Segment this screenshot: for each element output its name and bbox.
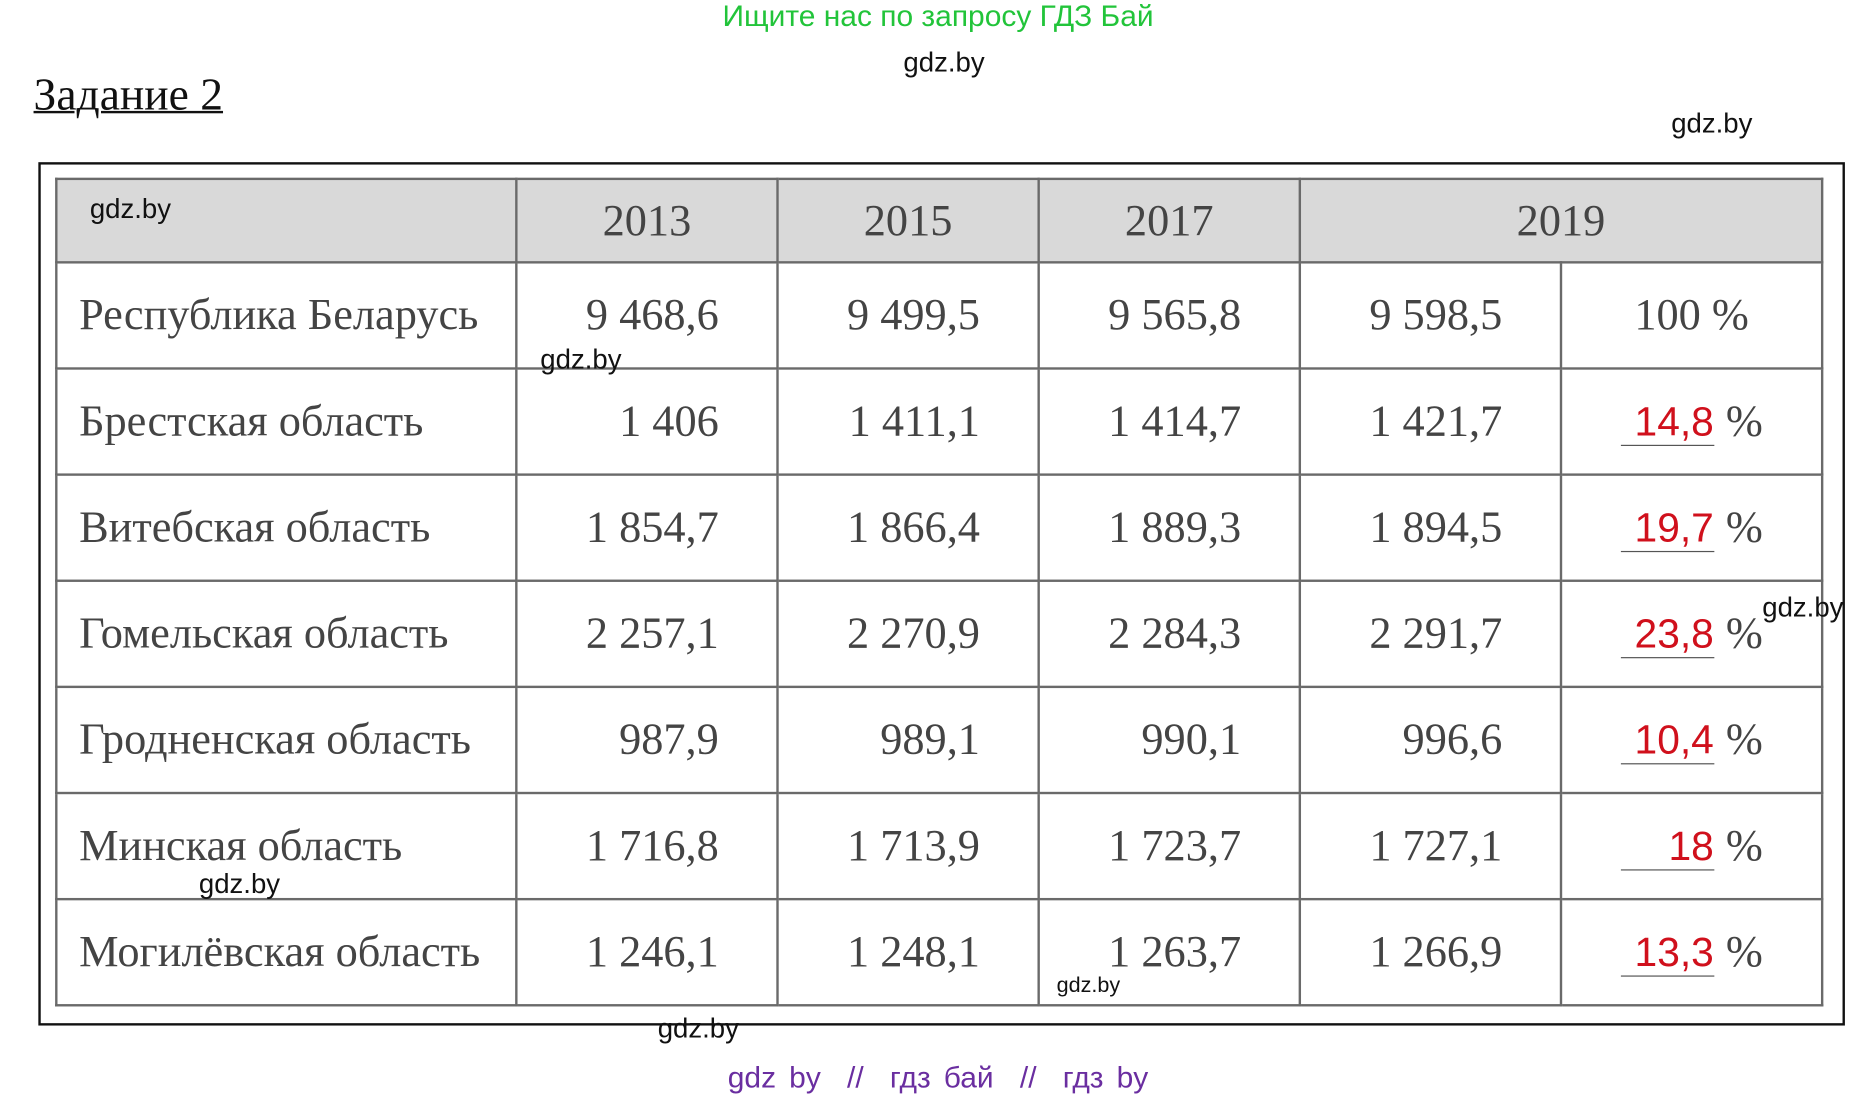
population-value: 1 854,7	[515, 473, 779, 582]
watermark: gdz.by	[540, 343, 622, 375]
population-value: 1 723,7	[1037, 791, 1302, 901]
share-answer: 19,7	[1620, 506, 1714, 553]
share-answer: 23,8	[1620, 612, 1714, 659]
population-value: 996,6	[1298, 685, 1563, 795]
population-value: 2 270,9	[776, 579, 1040, 689]
population-value: 989,1	[776, 685, 1040, 795]
population-value: 1 263,7	[1037, 897, 1302, 1007]
table-row: Гродненская область 987,9 989,1 990,1 996,6 1…	[55, 685, 1824, 795]
population-value: 1 866,4	[776, 473, 1040, 582]
watermark: gdz.by	[1671, 107, 1753, 139]
share-answer: 18	[1620, 824, 1714, 871]
site-label: gdz.by	[903, 46, 985, 78]
population-value: 1 716,8	[515, 791, 779, 901]
population-value: 1 411,1	[776, 367, 1040, 476]
population-value: 1 713,9	[776, 791, 1040, 901]
population-value: 2 284,3	[1037, 579, 1302, 689]
percent-sign: %	[1725, 609, 1763, 659]
watermark: gdz.by	[89, 193, 172, 225]
share-cell: 23,8%	[1559, 579, 1824, 689]
year-header: 2017	[1037, 177, 1302, 264]
share-cell: 10,4%	[1559, 685, 1824, 795]
table-row: Минская область 1 716,8 1 713,9 1 723,7 1 72…	[55, 791, 1824, 901]
watermark: gdz.by	[198, 868, 281, 900]
year-header: 2019	[1298, 177, 1824, 264]
search-hint: Ищите нас по запросу ГДЗ Бай	[722, 0, 1154, 34]
population-value: 1 266,9	[1298, 897, 1563, 1007]
year-header: 2013	[515, 177, 779, 264]
share-answer: 14,8	[1620, 399, 1714, 446]
region-name: Республика Беларусь	[55, 261, 518, 370]
share-cell: 13,3%	[1559, 897, 1824, 1007]
share-value: 100 %	[1634, 290, 1749, 340]
table-row: Гомельская область 2 257,1 2 270,9 2 284,3 2…	[55, 579, 1824, 689]
watermark: gdz.by	[1056, 973, 1121, 997]
region-name: Гомельская область	[55, 579, 518, 689]
table-row: Брестская область 1 406 1 411,1 1 414,7 1 42…	[55, 367, 1824, 476]
population-value: 1 248,1	[776, 897, 1040, 1007]
share-cell: 19,7%	[1559, 473, 1824, 582]
share-cell: 14,8%	[1559, 367, 1824, 476]
region-name: Минская область	[55, 791, 518, 901]
population-value: 9 598,5	[1298, 261, 1563, 370]
percent-sign: %	[1725, 821, 1763, 871]
population-value: 1 894,5	[1298, 473, 1563, 582]
footer: gdz by // гдз бай // гдз by	[727, 1061, 1149, 1095]
percent-sign: %	[1725, 715, 1763, 765]
region-name: Могилёвская область	[55, 897, 518, 1007]
percent-sign: %	[1725, 503, 1763, 553]
table-row: Могилёвская область 1 246,1 1 248,1 1 263,7…	[55, 897, 1824, 1007]
population-value: 1 421,7	[1298, 367, 1563, 476]
table-frame	[38, 162, 1845, 1026]
table-row: Республика Беларусь 9 468,6 9 499,5 9 565,8…	[55, 261, 1824, 370]
corner-cell	[55, 177, 518, 264]
share-answer: 13,3	[1620, 930, 1714, 977]
population-value: 9 499,5	[776, 261, 1040, 370]
population-value: 990,1	[1037, 685, 1302, 795]
population-value: 1 889,3	[1037, 473, 1302, 582]
population-table: 2013 2015 2017 2019 Республика Беларусь 9 468…	[55, 177, 1824, 1007]
population-value: 2 291,7	[1298, 579, 1563, 689]
population-value: 9 565,8	[1037, 261, 1302, 370]
percent-sign: %	[1725, 927, 1763, 977]
region-name: Брестская область	[55, 367, 518, 476]
population-value: 1 246,1	[515, 897, 779, 1007]
population-value: 987,9	[515, 685, 779, 795]
watermark: gdz.by	[1762, 591, 1844, 623]
share-answer: 10,4	[1620, 718, 1714, 765]
watermark: gdz.by	[657, 1012, 739, 1044]
task-title: Задание 2	[33, 70, 224, 121]
share-cell: 100 %	[1559, 261, 1824, 370]
population-value: 1 727,1	[1298, 791, 1563, 901]
region-name: Гродненская область	[55, 685, 518, 795]
table-row: Витебская область 1 854,7 1 866,4 1 889,3 1 …	[55, 473, 1824, 582]
header-row: 2013 2015 2017 2019	[55, 177, 1824, 264]
region-name: Витебская область	[55, 473, 518, 582]
population-value: 2 257,1	[515, 579, 779, 689]
year-header: 2015	[776, 177, 1040, 264]
population-value: 1 406	[515, 367, 779, 476]
population-value: 1 414,7	[1037, 367, 1302, 476]
share-cell: 18%	[1559, 791, 1824, 901]
percent-sign: %	[1725, 397, 1763, 446]
population-value: 9 468,6	[515, 261, 779, 370]
